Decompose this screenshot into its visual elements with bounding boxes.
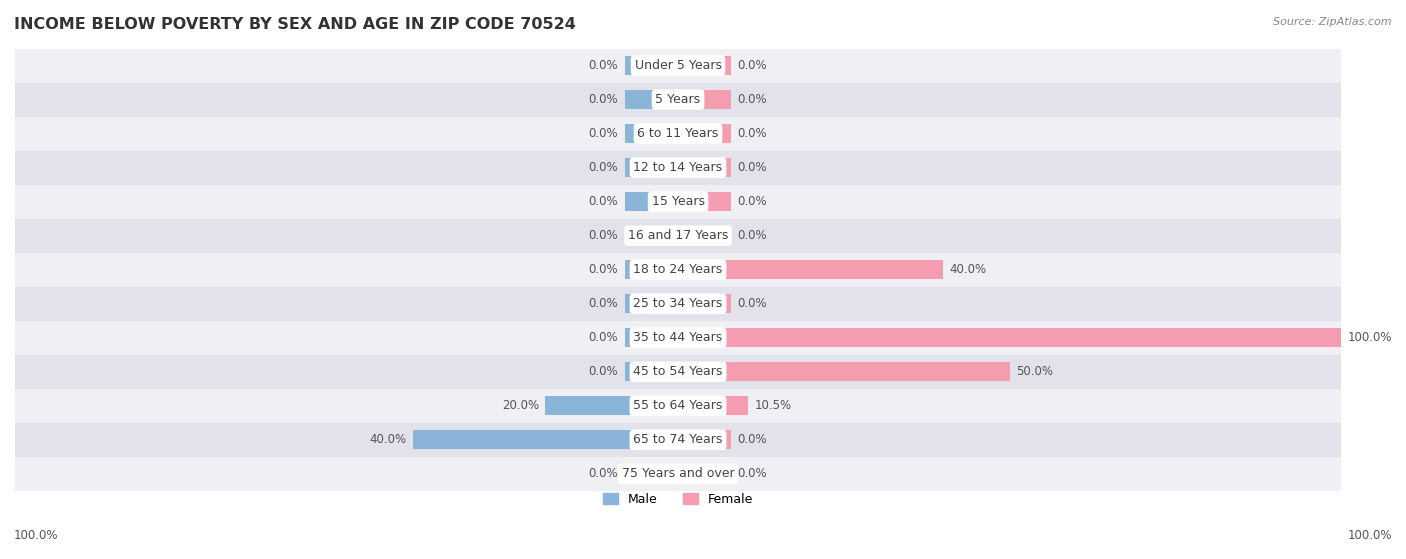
Bar — [678, 260, 943, 279]
Text: 40.0%: 40.0% — [368, 433, 406, 446]
Bar — [15, 321, 1341, 355]
Bar — [678, 465, 731, 483]
Text: 40.0%: 40.0% — [950, 263, 987, 276]
Bar — [626, 465, 678, 483]
Bar — [678, 430, 731, 449]
Bar — [626, 226, 678, 245]
Bar — [678, 226, 731, 245]
Text: 55 to 64 Years: 55 to 64 Years — [633, 399, 723, 413]
Bar — [678, 362, 1010, 381]
Bar — [413, 430, 678, 449]
Legend: Male, Female: Male, Female — [598, 488, 758, 511]
Text: 0.0%: 0.0% — [738, 433, 768, 446]
Bar — [546, 396, 678, 415]
Text: 10.5%: 10.5% — [754, 399, 792, 413]
Text: 0.0%: 0.0% — [589, 127, 619, 140]
Text: 0.0%: 0.0% — [738, 229, 768, 242]
Bar — [626, 362, 678, 381]
Text: 0.0%: 0.0% — [738, 195, 768, 208]
Bar — [15, 355, 1341, 389]
Text: 0.0%: 0.0% — [589, 229, 619, 242]
Text: 12 to 14 Years: 12 to 14 Years — [634, 161, 723, 174]
Bar — [678, 295, 731, 313]
Bar — [626, 295, 678, 313]
Bar — [678, 124, 731, 143]
Bar — [15, 219, 1341, 253]
Text: 18 to 24 Years: 18 to 24 Years — [633, 263, 723, 276]
Text: 0.0%: 0.0% — [589, 297, 619, 310]
Bar — [678, 192, 731, 211]
Bar — [15, 184, 1341, 219]
Text: 65 to 74 Years: 65 to 74 Years — [633, 433, 723, 446]
Bar — [626, 90, 678, 109]
Text: 0.0%: 0.0% — [589, 93, 619, 106]
Bar — [678, 56, 731, 75]
Bar — [626, 260, 678, 279]
Bar — [678, 396, 748, 415]
Bar — [678, 328, 1341, 347]
Text: 45 to 54 Years: 45 to 54 Years — [633, 365, 723, 378]
Text: Under 5 Years: Under 5 Years — [634, 59, 721, 72]
Text: 35 to 44 Years: 35 to 44 Years — [633, 331, 723, 344]
Bar — [15, 49, 1341, 83]
Bar — [626, 328, 678, 347]
Text: 0.0%: 0.0% — [738, 127, 768, 140]
Text: 0.0%: 0.0% — [738, 59, 768, 72]
Text: 100.0%: 100.0% — [1348, 331, 1392, 344]
Text: 0.0%: 0.0% — [589, 161, 619, 174]
Text: 0.0%: 0.0% — [589, 59, 619, 72]
Text: 0.0%: 0.0% — [589, 195, 619, 208]
Bar — [626, 124, 678, 143]
Bar — [15, 423, 1341, 457]
Bar — [15, 457, 1341, 491]
Bar — [15, 117, 1341, 150]
Text: 0.0%: 0.0% — [738, 93, 768, 106]
Text: 75 Years and over: 75 Years and over — [621, 467, 734, 480]
Bar — [15, 253, 1341, 287]
Bar — [626, 192, 678, 211]
Bar — [15, 150, 1341, 184]
Bar — [15, 83, 1341, 117]
Text: 100.0%: 100.0% — [1347, 529, 1392, 542]
Text: 5 Years: 5 Years — [655, 93, 700, 106]
Bar — [678, 90, 731, 109]
Text: 6 to 11 Years: 6 to 11 Years — [637, 127, 718, 140]
Text: 50.0%: 50.0% — [1017, 365, 1053, 378]
Bar — [15, 287, 1341, 321]
Bar — [626, 158, 678, 177]
Text: INCOME BELOW POVERTY BY SEX AND AGE IN ZIP CODE 70524: INCOME BELOW POVERTY BY SEX AND AGE IN Z… — [14, 17, 576, 32]
Text: 0.0%: 0.0% — [738, 297, 768, 310]
Text: 20.0%: 20.0% — [502, 399, 538, 413]
Text: 0.0%: 0.0% — [589, 467, 619, 480]
Text: 0.0%: 0.0% — [589, 331, 619, 344]
Text: 100.0%: 100.0% — [14, 529, 59, 542]
Text: 0.0%: 0.0% — [589, 263, 619, 276]
Text: Source: ZipAtlas.com: Source: ZipAtlas.com — [1274, 17, 1392, 27]
Bar — [15, 389, 1341, 423]
Bar — [626, 56, 678, 75]
Text: 0.0%: 0.0% — [738, 161, 768, 174]
Text: 16 and 17 Years: 16 and 17 Years — [628, 229, 728, 242]
Bar — [678, 158, 731, 177]
Text: 25 to 34 Years: 25 to 34 Years — [633, 297, 723, 310]
Text: 0.0%: 0.0% — [589, 365, 619, 378]
Text: 15 Years: 15 Years — [651, 195, 704, 208]
Text: 0.0%: 0.0% — [738, 467, 768, 480]
